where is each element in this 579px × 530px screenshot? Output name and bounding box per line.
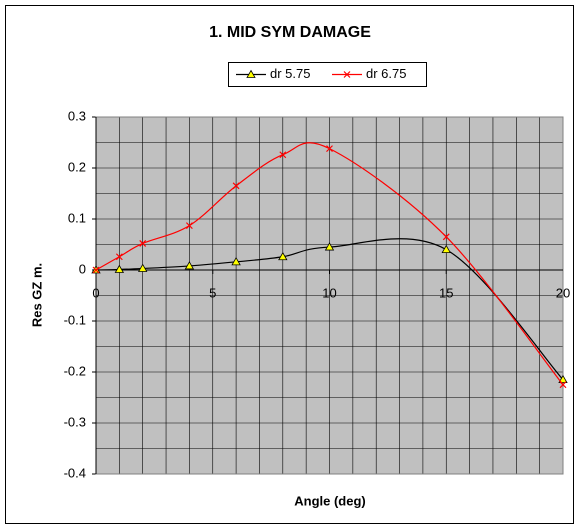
x-axis-label: Angle (deg): [294, 493, 366, 508]
y-tick-label: -0.4: [64, 465, 86, 480]
x-tick-label: 5: [209, 285, 216, 300]
point-marker: [232, 182, 240, 190]
x-tick-label: 15: [439, 285, 453, 300]
point-marker: [559, 381, 567, 389]
point-marker: [114, 264, 125, 273]
point-marker: [324, 242, 335, 251]
point-marker: [184, 261, 195, 270]
y-axis-label: Res GZ m.: [29, 263, 44, 327]
y-tick-label: -0.2: [64, 363, 86, 378]
point-marker: [279, 151, 287, 159]
y-tick-label: 0.2: [68, 159, 86, 174]
legend-label: dr 6.75: [366, 66, 406, 81]
point-marker: [139, 240, 147, 247]
point-marker: [231, 257, 241, 266]
point-marker: [138, 263, 148, 272]
legend-marker: [343, 71, 351, 78]
point-marker: [442, 233, 450, 241]
y-tick-label: 0.3: [68, 108, 86, 123]
point-marker: [92, 266, 100, 274]
y-tick-label: -0.1: [64, 312, 86, 327]
legend-label: dr 5.75: [270, 66, 310, 81]
y-tick-label: 0: [79, 261, 86, 276]
point-marker: [441, 244, 451, 253]
legend: dr 5.75 dr 6.75: [228, 62, 427, 87]
chart-title: 1. MID SYM DAMAGE: [209, 24, 371, 41]
point-marker: [558, 374, 568, 384]
point-marker: [115, 253, 123, 261]
y-tick-label: -0.3: [64, 414, 86, 429]
legend-marker: [246, 69, 256, 78]
point-marker: [185, 222, 193, 230]
point-marker: [326, 145, 333, 153]
y-tick-label: 0.1: [68, 210, 86, 225]
x-tick-label: 10: [322, 285, 336, 300]
point-marker: [278, 251, 288, 261]
